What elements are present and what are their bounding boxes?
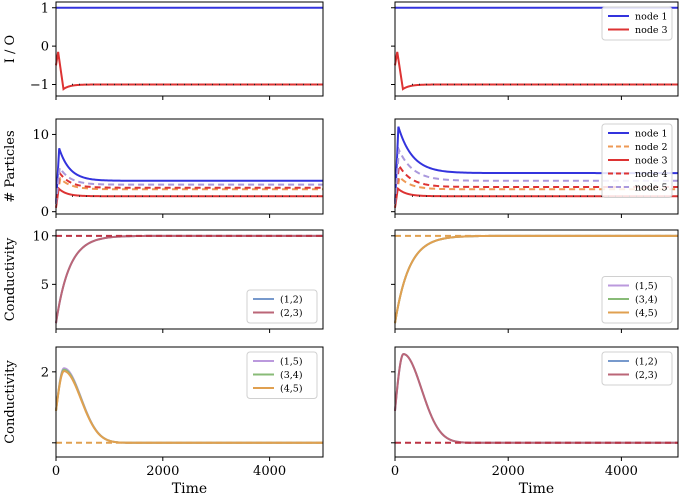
legend-label: (1,2)	[280, 295, 303, 306]
y-axis-label: Conductivity	[3, 237, 18, 321]
y-tick-label: 10	[32, 128, 49, 143]
legend-label: node 1	[635, 12, 668, 23]
legend-label: (4,5)	[280, 384, 303, 395]
y-tick-label: 2	[41, 365, 49, 380]
legend: (1,5) (3,4) (4,5)	[601, 276, 673, 324]
axes-frame	[55, 229, 324, 330]
x-axis-label: Time	[172, 481, 207, 497]
legend: node 1 node 3	[601, 6, 673, 41]
legend: node 1 node 2 node 3 node 4 node 5	[601, 123, 673, 198]
axes-frame	[55, 1, 324, 97]
panel-2-right: node 1 node 2 node 3 node 4 node 5	[391, 118, 679, 218]
axes-frame	[55, 118, 324, 215]
series-line-node-1	[55, 148, 323, 205]
series-line-node-3	[55, 186, 323, 208]
panel-4-left: 2 0 2000 4000 Conductivity Time (1,5) (3,4) (4,5…	[3, 346, 324, 497]
legend-label: (1,5)	[635, 281, 658, 292]
axes-frame	[394, 118, 679, 215]
x-tick-label: 0	[52, 464, 60, 479]
x-tick-label: 2000	[492, 464, 525, 479]
y-tick-label: 5	[41, 278, 49, 293]
panel-1-left: −1 0 1 I / O	[3, 1, 324, 100]
legend-label: (2,3)	[635, 370, 658, 381]
x-tick-label: 0	[391, 464, 399, 479]
legend-box	[601, 276, 673, 324]
panel-4-right: 0 2000 4000 Time (1,2) (2,3)	[391, 346, 679, 497]
legend-label: (1,2)	[635, 357, 658, 368]
legend-box	[601, 123, 673, 198]
legend-label: node 1	[635, 129, 668, 140]
axes-frame	[55, 346, 324, 458]
legend-label: (3,4)	[280, 370, 303, 381]
series-line-node-4	[55, 171, 323, 205]
y-tick-label: 1	[41, 1, 49, 16]
x-tick-label: 4000	[605, 464, 638, 479]
legend-label: (4,5)	[635, 308, 658, 319]
legend-box	[246, 351, 318, 399]
y-axis-label: # Particles	[3, 130, 18, 202]
legend-label: (3,4)	[635, 295, 658, 306]
x-axis-label: Time	[519, 481, 554, 497]
axes-frame	[394, 229, 679, 330]
y-tick-label: 0	[41, 40, 49, 55]
series-line-node-3	[394, 51, 678, 91]
series-line-node-3	[55, 51, 323, 91]
series-line-node-5	[55, 165, 323, 205]
x-tick-label: 4000	[253, 464, 286, 479]
panel-3-left: 5 10 Conductivity (1,2) (2,3)	[3, 229, 324, 333]
y-tick-label: 10	[32, 229, 49, 244]
axes-frame	[394, 346, 679, 458]
legend: (1,2) (2,3)	[246, 289, 318, 324]
legend: (1,5) (3,4) (4,5)	[246, 351, 318, 399]
legend: (1,2) (2,3)	[601, 351, 673, 386]
legend-label: node 3	[635, 156, 668, 167]
y-tick-label: −1	[30, 78, 49, 93]
series-line-node-2	[55, 176, 323, 205]
legend-label: node 4	[635, 169, 668, 180]
axes-frame	[394, 1, 679, 97]
legend-label: node 5	[635, 183, 668, 194]
legend-label: node 2	[635, 142, 668, 153]
legend-label: node 3	[635, 25, 668, 36]
y-tick-label: 0	[41, 205, 49, 220]
panel-1-right: node 1 node 3	[391, 1, 679, 100]
legend-label: (1,5)	[280, 357, 303, 368]
y-axis-label: Conductivity	[3, 360, 18, 444]
panel-2-left: 0 10 # Particles	[3, 118, 324, 220]
x-tick-label: 2000	[146, 464, 179, 479]
series-line-node-2	[394, 174, 678, 205]
panel-3-right: (1,5) (3,4) (4,5)	[391, 229, 679, 333]
legend-label: (2,3)	[280, 308, 303, 319]
y-axis-label: I / O	[3, 35, 18, 63]
